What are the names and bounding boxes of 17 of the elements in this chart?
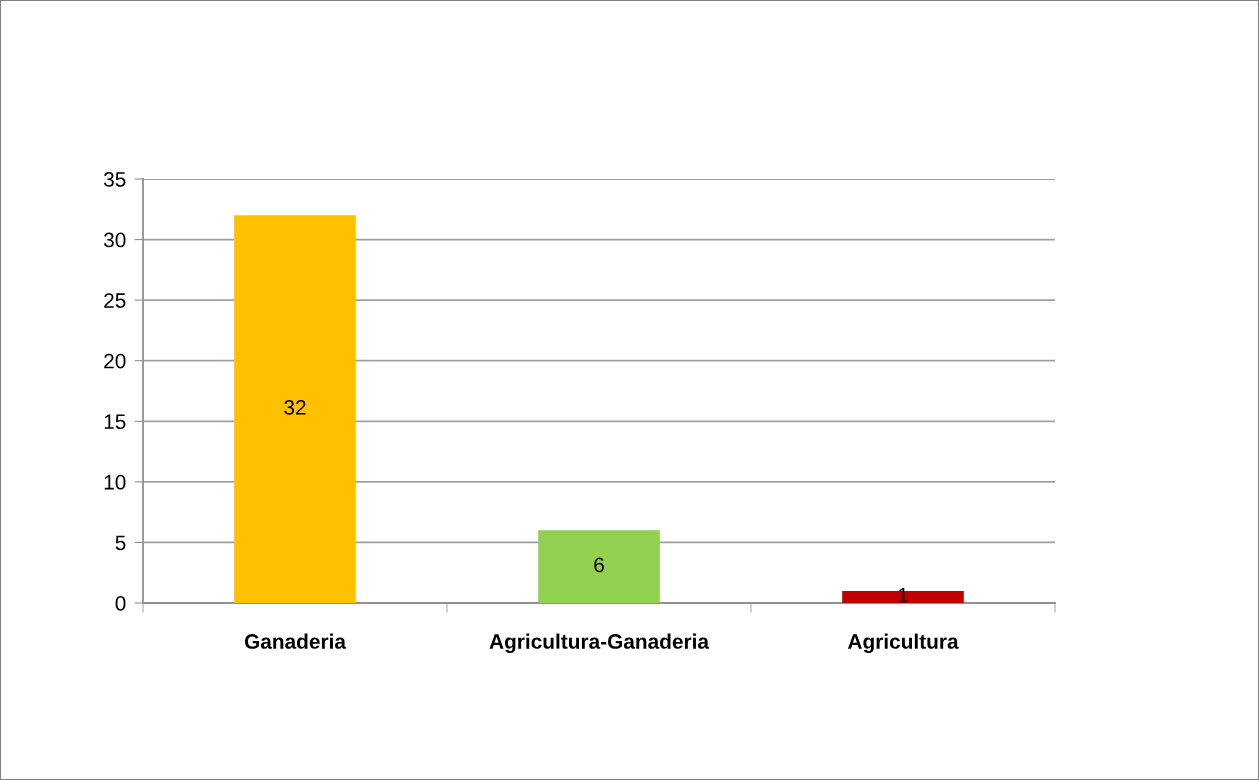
y-tick-label: 35 [103,172,126,187]
bar [234,215,356,603]
y-tick-label: 10 [104,474,126,490]
y-tick-label: 0 [115,596,126,611]
y-tick-label: 15 [104,414,126,430]
data-label: 6 [594,557,604,573]
x-tick-label: Agricultura-Ganaderia [489,633,710,654]
x-tick-label: Ganaderia [244,633,347,649]
x-tick-label: Agricultura [847,633,959,654]
y-tick-label: 5 [115,535,126,551]
bar [842,590,964,603]
data-label: 32 [284,400,306,415]
bar [538,530,660,603]
y-tick-label: 20 [104,353,126,369]
y-tick-label: 30 [103,232,126,248]
y-tick-label: 25 [104,293,126,308]
data-label: 1 [898,588,908,603]
